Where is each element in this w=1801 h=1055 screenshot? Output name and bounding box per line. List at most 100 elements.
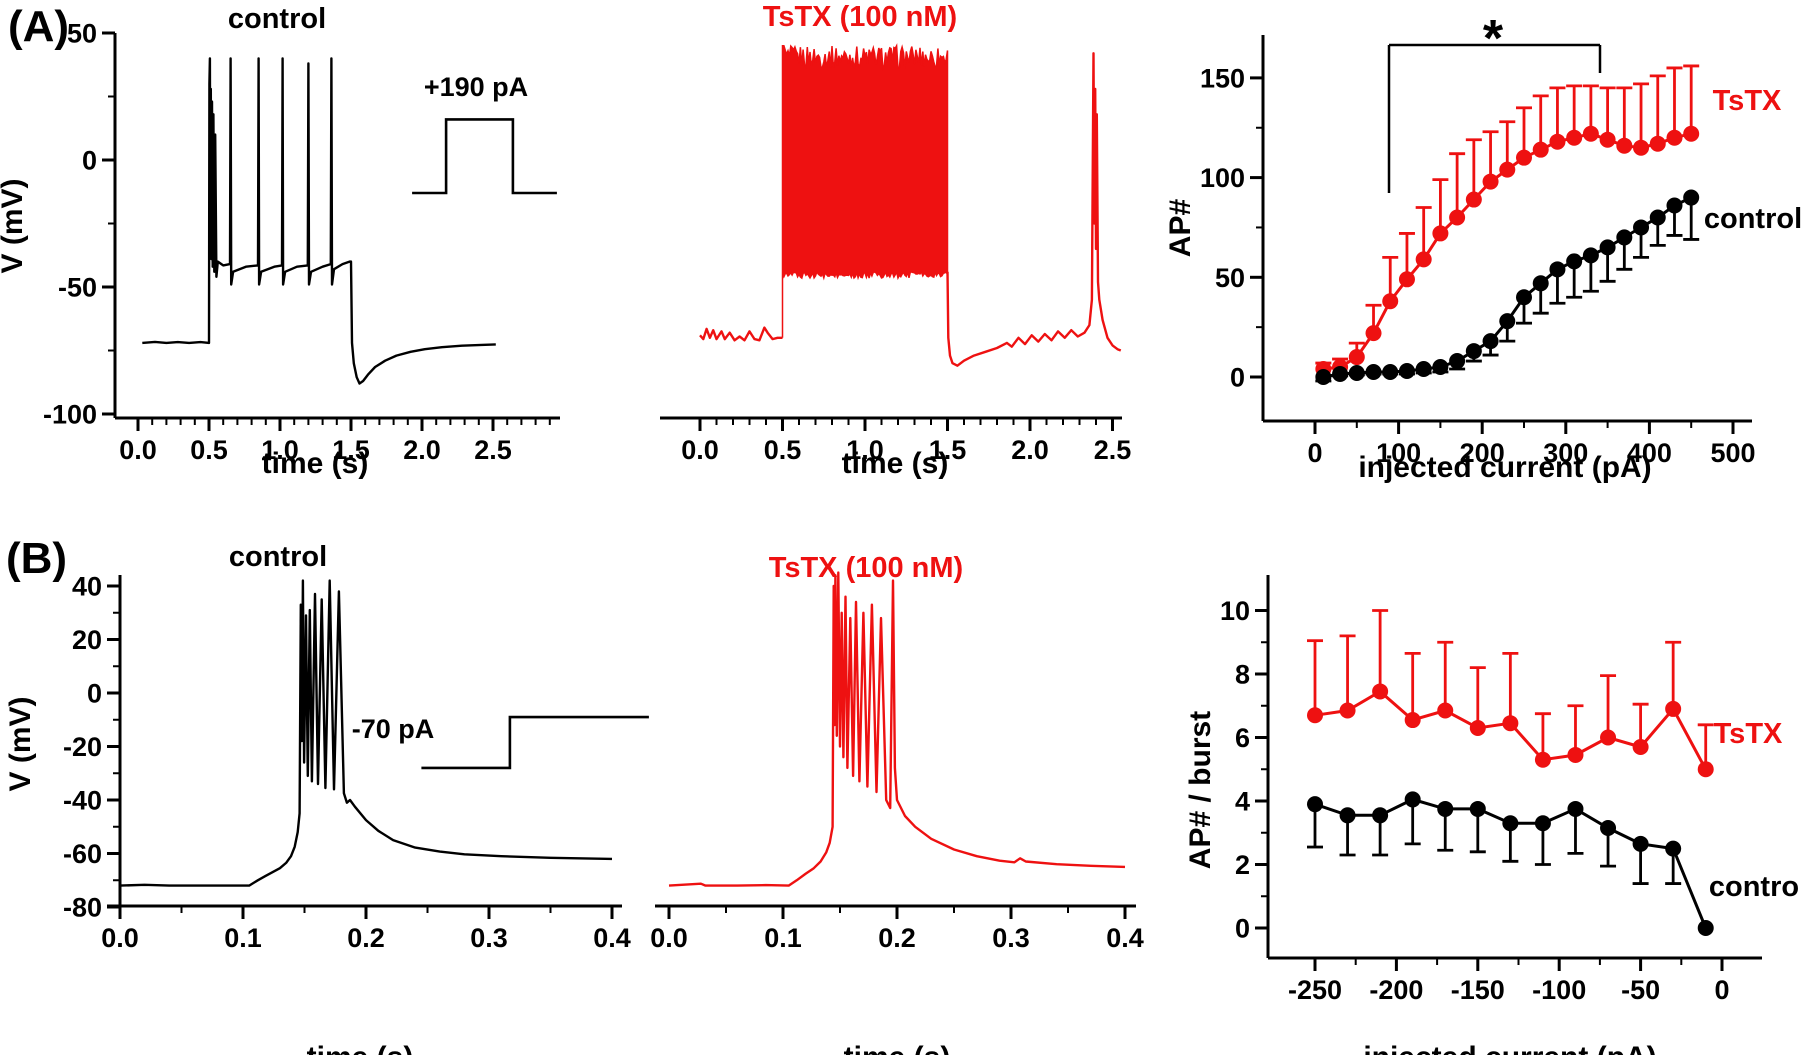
data-point bbox=[1649, 209, 1666, 226]
x-tick-label: 500 bbox=[1710, 438, 1755, 468]
data-point bbox=[1567, 746, 1584, 763]
data-point bbox=[1599, 131, 1616, 148]
y-tick-label: 40 bbox=[72, 571, 102, 601]
data-point bbox=[1534, 751, 1551, 768]
data-point bbox=[1365, 325, 1382, 342]
x-tick-label: 0.0 bbox=[101, 923, 139, 953]
data-point bbox=[1600, 819, 1617, 836]
data-point bbox=[1532, 141, 1549, 158]
x-tick-label: 400 bbox=[1627, 438, 1672, 468]
data-point bbox=[1632, 739, 1649, 756]
data-point bbox=[1582, 125, 1599, 142]
data-point bbox=[1502, 815, 1519, 832]
x-axis-label: injected current (pA) bbox=[1358, 451, 1651, 484]
y-tick-label: 2 bbox=[1235, 850, 1250, 880]
data-point bbox=[1616, 137, 1633, 154]
current-step-inset bbox=[412, 118, 557, 195]
legend-control: control bbox=[1704, 203, 1801, 235]
legend-tstx: TsTX bbox=[1713, 85, 1782, 117]
x-tick-label: 0 bbox=[1714, 975, 1729, 1005]
y-tick-label: 150 bbox=[1200, 63, 1245, 93]
panel-b-left: 0.0 0.1 0.2 0.3 0.4 40 20 0 -20 -40 -60 -80 control t… bbox=[4, 541, 649, 1055]
x-tick-label: 0.1 bbox=[764, 923, 802, 953]
x-tick-label: 2.5 bbox=[1094, 435, 1132, 465]
data-point bbox=[1532, 275, 1549, 292]
data-point bbox=[1649, 135, 1666, 152]
data-point bbox=[1432, 225, 1449, 242]
series-tstx bbox=[1307, 609, 1714, 778]
panel-title: TsTX (100 nM) bbox=[763, 1, 957, 33]
x-tick-label: -250 bbox=[1288, 975, 1342, 1005]
x-tick-label: -100 bbox=[1532, 975, 1586, 1005]
y-tick-label: 0 bbox=[82, 145, 97, 175]
data-point bbox=[1516, 289, 1532, 306]
data-point bbox=[1566, 253, 1583, 270]
series-control bbox=[1307, 791, 1714, 936]
data-point bbox=[1465, 343, 1482, 360]
y-tick-label: 4 bbox=[1235, 786, 1250, 816]
data-point bbox=[1382, 293, 1399, 310]
y-tick-label: -50 bbox=[58, 272, 97, 302]
data-point bbox=[1567, 800, 1584, 817]
x-tick-label: 100 bbox=[1376, 438, 1421, 468]
x-tick-label: -200 bbox=[1369, 975, 1423, 1005]
data-point bbox=[1499, 313, 1516, 330]
inset-label: +190 pA bbox=[424, 72, 528, 102]
data-point bbox=[1465, 191, 1482, 208]
data-point bbox=[1566, 129, 1583, 146]
data-point bbox=[1683, 125, 1700, 142]
y-axis-label: V (mV) bbox=[4, 696, 37, 791]
current-step-inset bbox=[421, 715, 649, 770]
x-tick-label: 0.4 bbox=[1106, 923, 1144, 953]
y-tick-label: -80 bbox=[63, 892, 102, 922]
data-point bbox=[1449, 209, 1466, 226]
data-point bbox=[1482, 333, 1499, 350]
y-tick-label: -40 bbox=[63, 785, 102, 815]
y-tick-label: -100 bbox=[43, 399, 97, 429]
data-point bbox=[1665, 700, 1682, 717]
y-tick-label: 10 bbox=[1220, 596, 1250, 626]
data-point bbox=[1307, 796, 1323, 813]
y-tick-label: 0 bbox=[87, 678, 102, 708]
x-axis-label: time (s) bbox=[262, 447, 369, 480]
panel-a-left: 0.0 0.5 1.0 1.5 2.0 2.5 50 0 -50 -100 control time … bbox=[0, 3, 560, 480]
data-point bbox=[1398, 271, 1415, 288]
panel-a-label: (A) bbox=[8, 2, 70, 51]
voltage-trace bbox=[668, 571, 1126, 887]
y-tick-label: 0 bbox=[1230, 362, 1245, 392]
y-tick-label: 50 bbox=[67, 18, 97, 48]
data-point bbox=[1398, 363, 1415, 380]
panel-a-middle: 0.0 0.5 1.0 1.5 2.0 2.5 TsTX (100 nM) time (s) bbox=[660, 1, 1131, 480]
x-tick-label: 0.2 bbox=[878, 923, 916, 953]
x-axis-label: injected current (pA) bbox=[1363, 1041, 1656, 1055]
data-point bbox=[1372, 807, 1389, 824]
panel-title: TsTX (100 nM) bbox=[769, 552, 963, 584]
legend-tstx: TsTX bbox=[1714, 718, 1783, 750]
x-tick-label: -150 bbox=[1451, 975, 1505, 1005]
data-point bbox=[1582, 247, 1599, 264]
panel-b-right: -250 -200 -150 -100 -50 0 0 2 4 6 8 10 injected curr… bbox=[1184, 575, 1801, 1055]
panel-title: control bbox=[228, 3, 326, 35]
voltage-trace bbox=[699, 326, 783, 342]
data-point bbox=[1372, 683, 1389, 700]
x-tick-label: 1.5 bbox=[929, 435, 967, 465]
data-point bbox=[1666, 129, 1683, 146]
x-tick-label: 2.0 bbox=[1011, 435, 1049, 465]
data-point bbox=[1449, 353, 1466, 370]
data-point bbox=[1404, 791, 1421, 808]
significance-asterisk: * bbox=[1483, 10, 1504, 68]
data-point bbox=[1616, 229, 1633, 246]
data-point bbox=[1697, 761, 1714, 778]
x-tick-label: 0.3 bbox=[992, 923, 1030, 953]
y-tick-label: 20 bbox=[72, 625, 102, 655]
x-tick-label: 2.5 bbox=[474, 435, 512, 465]
inset-label: -70 pA bbox=[352, 714, 435, 744]
panel-a-right: 0 100 200 300 400 500 0 50 100 150 injected curren… bbox=[1164, 10, 1801, 484]
data-point bbox=[1599, 239, 1616, 256]
data-point bbox=[1415, 361, 1432, 378]
significance-bracket: * bbox=[1387, 10, 1602, 193]
data-point bbox=[1482, 173, 1499, 190]
voltage-trace bbox=[142, 57, 496, 385]
